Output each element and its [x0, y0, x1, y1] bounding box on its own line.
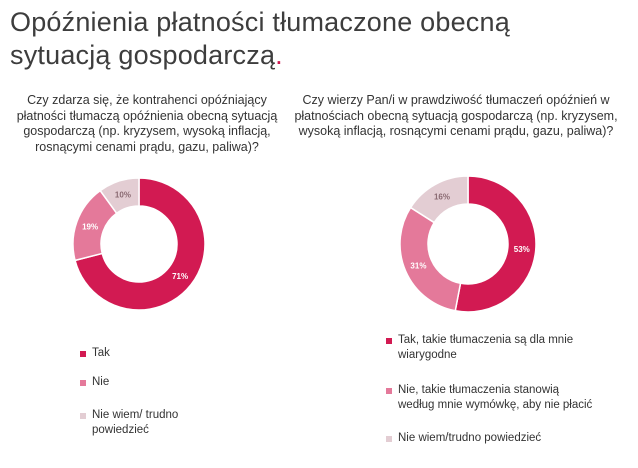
- chart-0-legend-item-2: Nie wiem/ trudno powiedzieć: [80, 408, 220, 438]
- chart-right-question: Czy wierzy Pan/i w prawdziwość tłumaczeń…: [294, 93, 618, 138]
- chart-0-data-label-1: 19%: [82, 222, 98, 231]
- legend-swatch: [386, 436, 392, 442]
- legend-label: Tak: [92, 347, 110, 359]
- chart-1-legend-item-2: Nie wiem/trudno powiedzieć: [386, 431, 596, 446]
- chart-0-legend-item-1: Nie: [80, 375, 220, 390]
- chart-1-data-label-2: 16%: [434, 193, 450, 202]
- legend-swatch: [80, 351, 86, 357]
- chart-1-data-label-0: 53%: [514, 245, 530, 254]
- legend-swatch: [386, 338, 392, 344]
- chart-left-question: Czy zdarza się, że kontrahenci opóźniają…: [16, 93, 278, 154]
- title-dot: .: [275, 40, 283, 70]
- chart-1-slice-0: [454, 175, 537, 313]
- legend-swatch: [386, 388, 392, 394]
- legend-label: Nie, takie tłumaczenia stanowią według m…: [398, 384, 593, 411]
- legend-swatch: [80, 413, 86, 419]
- legend-label: Nie wiem/trudno powiedzieć: [398, 432, 542, 444]
- chart-1-legend-item-1: Nie, takie tłumaczenia stanowią według m…: [386, 383, 596, 413]
- chart-0-legend-item-0: Tak: [80, 346, 220, 361]
- chart-0-slice-0: [74, 177, 206, 311]
- page-title-text: Opóźnienia płatności tłumaczone obecną s…: [10, 7, 510, 70]
- chart-1-legend-item-0: Tak, takie tłumaczenia są dla mnie wiary…: [386, 333, 596, 363]
- chart-1-slice-2: [409, 175, 469, 224]
- chart-0-data-label-0: 71%: [172, 272, 188, 281]
- legend-label: Nie wiem/ trudno powiedzieć: [92, 409, 179, 436]
- chart-0-slice-2: [99, 177, 140, 215]
- chart-1-slice-1: [399, 206, 462, 312]
- chart-0-slice-1: [72, 189, 118, 262]
- page-title: Opóźnienia płatności tłumaczone obecną s…: [10, 6, 610, 72]
- chart-0-data-label-2: 10%: [115, 191, 131, 200]
- legend-label: Tak, takie tłumaczenia są dla mnie wiary…: [398, 334, 574, 361]
- legend-swatch: [80, 380, 86, 386]
- chart-1-data-label-1: 31%: [410, 261, 426, 270]
- legend-label: Nie: [92, 376, 110, 388]
